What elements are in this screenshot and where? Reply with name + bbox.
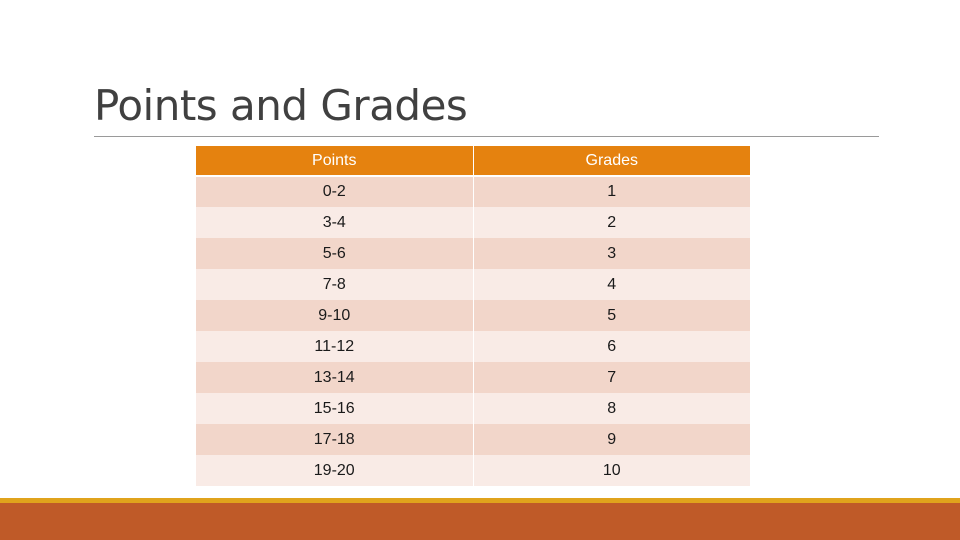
points-grades-table: Points Grades 0-2 1 3-4 2 5-6 3 7-8 4 9- [196,146,750,486]
table-row: 9-10 5 [196,300,750,331]
points-cell: 13-14 [313,368,355,386]
grade-cell: 5 [472,300,750,331]
slide-title: Points and Grades [94,81,468,130]
title-divider [94,136,879,137]
grade-cell: 8 [472,393,750,424]
table-row: 11-12 6 [196,331,750,362]
table-header-row: Points Grades [196,146,750,177]
table-row: 7-8 4 [196,269,750,300]
footer-gold-stripe [0,498,960,503]
header-grades: Grades [472,146,750,177]
points-cell: 11-12 [314,337,355,355]
grade-cell: 10 [472,455,750,486]
points-cell: 5-6 [322,244,346,262]
header-points: Points [196,146,473,177]
grade-cell: 6 [472,331,750,362]
points-cell: 15-16 [313,399,355,417]
table-row: 15-16 8 [196,393,750,424]
grade-cell: 3 [472,238,750,269]
grade-cell: 1 [472,176,750,207]
points-cell: 0-2 [322,183,346,200]
table-row: 19-20 10 [196,455,750,486]
points-cell: 9-10 [318,306,351,324]
grade-cell: 4 [472,269,750,300]
footer-rust-band [0,503,960,540]
table-row: 3-4 2 [196,207,750,238]
points-cell: 3-4 [322,213,346,231]
table-row: 17-18 9 [196,424,750,455]
points-cell: 7-8 [322,275,346,293]
grade-cell: 7 [472,362,750,393]
points-cell: 19-20 [313,461,355,479]
points-cell: 17-18 [313,430,355,448]
table-row: 13-14 7 [196,362,750,393]
grade-cell: 9 [472,424,750,455]
grade-cell: 2 [472,207,750,238]
table-row: 5-6 3 [196,238,750,269]
table-row: 0-2 1 [196,176,750,207]
